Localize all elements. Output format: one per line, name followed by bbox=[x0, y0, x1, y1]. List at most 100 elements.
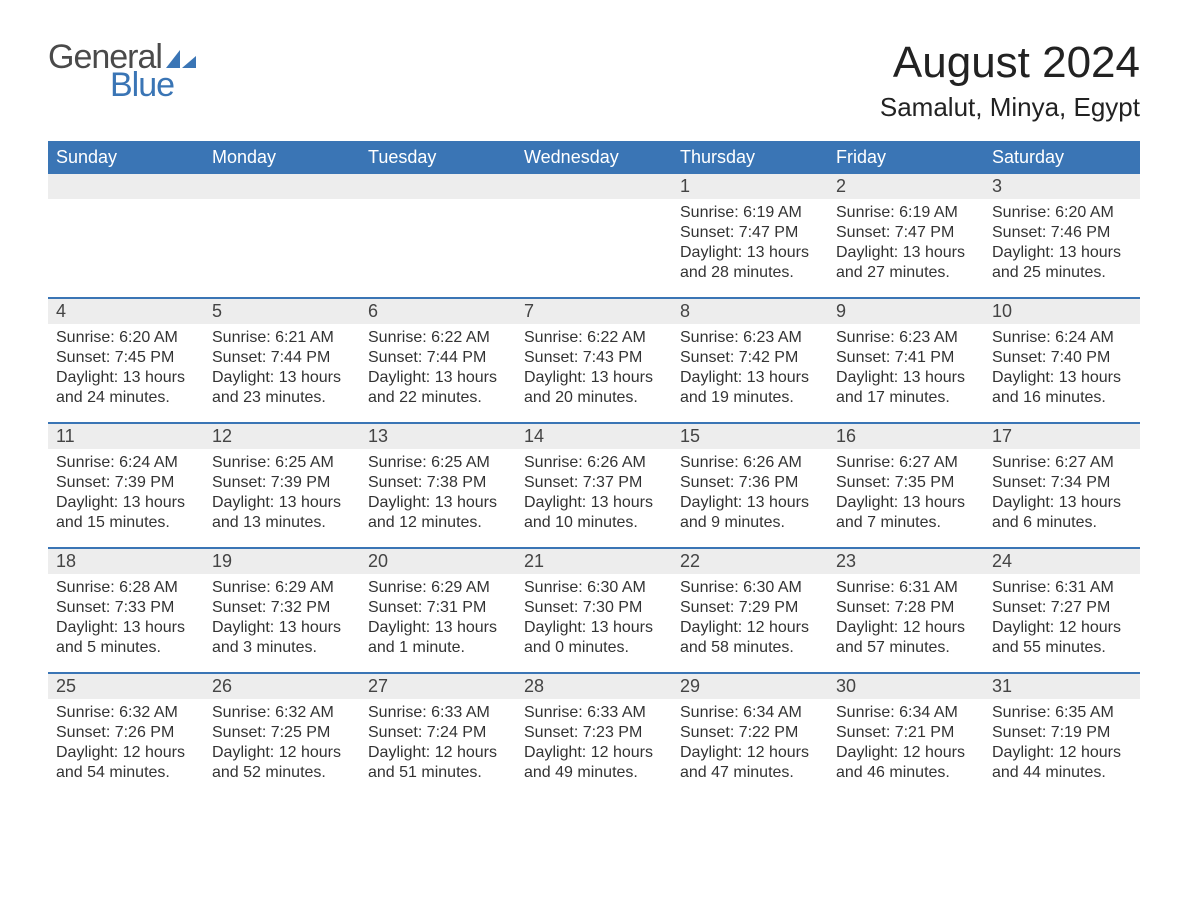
day-cell: 5Sunrise: 6:21 AMSunset: 7:44 PMDaylight… bbox=[204, 299, 360, 422]
day-cell: 8Sunrise: 6:23 AMSunset: 7:42 PMDaylight… bbox=[672, 299, 828, 422]
sunrise-text: Sunrise: 6:28 AM bbox=[56, 578, 196, 598]
sunset-text: Sunset: 7:25 PM bbox=[212, 723, 352, 743]
day-number bbox=[48, 174, 204, 199]
sunrise-text: Sunrise: 6:26 AM bbox=[524, 453, 664, 473]
daylight-text: Daylight: 12 hours and 51 minutes. bbox=[368, 743, 508, 783]
day-details: Sunrise: 6:34 AMSunset: 7:21 PMDaylight:… bbox=[828, 703, 984, 783]
sunrise-text: Sunrise: 6:20 AM bbox=[56, 328, 196, 348]
sunrise-text: Sunrise: 6:24 AM bbox=[992, 328, 1132, 348]
sunset-text: Sunset: 7:39 PM bbox=[56, 473, 196, 493]
sunrise-text: Sunrise: 6:30 AM bbox=[680, 578, 820, 598]
sunrise-text: Sunrise: 6:25 AM bbox=[212, 453, 352, 473]
sunrise-text: Sunrise: 6:23 AM bbox=[836, 328, 976, 348]
day-details: Sunrise: 6:28 AMSunset: 7:33 PMDaylight:… bbox=[48, 578, 204, 658]
day-number: 3 bbox=[984, 174, 1140, 199]
day-number: 16 bbox=[828, 424, 984, 449]
day-cell: 19 Sunrise: 6:29 AMSunset: 7:32 PMDayligh… bbox=[204, 549, 360, 672]
day-number: 30 bbox=[828, 674, 984, 699]
day-number: 10 bbox=[984, 299, 1140, 324]
day-number: 19 bbox=[204, 549, 360, 574]
day-details: Sunrise: 6:26 AMSunset: 7:37 PMDaylight:… bbox=[516, 453, 672, 533]
day-number: 12 bbox=[204, 424, 360, 449]
daylight-text: Daylight: 12 hours and 55 minutes. bbox=[992, 618, 1132, 658]
day-number bbox=[360, 174, 516, 199]
daylight-text: Daylight: 13 hours and 25 minutes. bbox=[992, 243, 1132, 283]
day-details: Sunrise: 6:31 AMSunset: 7:28 PMDaylight:… bbox=[828, 578, 984, 658]
day-details: Sunrise: 6:30 AMSunset: 7:30 PMDaylight:… bbox=[516, 578, 672, 658]
sunrise-text: Sunrise: 6:29 AM bbox=[212, 578, 352, 598]
sunset-text: Sunset: 7:47 PM bbox=[836, 223, 976, 243]
day-cell: 30 Sunrise: 6:34 AMSunset: 7:21 PMDayligh… bbox=[828, 674, 984, 797]
day-cell: 23Sunrise: 6:31 AMSunset: 7:28 PMDayligh… bbox=[828, 549, 984, 672]
sunset-text: Sunset: 7:29 PM bbox=[680, 598, 820, 618]
day-cell: 7Sunrise: 6:22 AMSunset: 7:43 PMDaylight… bbox=[516, 299, 672, 422]
sunrise-text: Sunrise: 6:21 AM bbox=[212, 328, 352, 348]
day-number: 15 bbox=[672, 424, 828, 449]
day-cell: 15Sunrise: 6:26 AMSunset: 7:36 PMDayligh… bbox=[672, 424, 828, 547]
brand-word-2: Blue bbox=[110, 68, 174, 102]
dow-friday: Friday bbox=[828, 141, 984, 174]
sunrise-text: Sunrise: 6:26 AM bbox=[680, 453, 820, 473]
sunset-text: Sunset: 7:26 PM bbox=[56, 723, 196, 743]
day-details: Sunrise: 6:33 AMSunset: 7:23 PMDaylight:… bbox=[516, 703, 672, 783]
sunset-text: Sunset: 7:33 PM bbox=[56, 598, 196, 618]
sunset-text: Sunset: 7:19 PM bbox=[992, 723, 1132, 743]
calendar: Sunday Monday Tuesday Wednesday Thursday… bbox=[48, 141, 1140, 797]
sunset-text: Sunset: 7:23 PM bbox=[524, 723, 664, 743]
day-number: 21 bbox=[516, 549, 672, 574]
sunrise-text: Sunrise: 6:19 AM bbox=[836, 203, 976, 223]
day-details: Sunrise: 6:22 AMSunset: 7:44 PMDaylight:… bbox=[360, 328, 516, 408]
day-number: 8 bbox=[672, 299, 828, 324]
sunrise-text: Sunrise: 6:31 AM bbox=[992, 578, 1132, 598]
day-cell: 1 Sunrise: 6:19 AMSunset: 7:47 PMDaylight… bbox=[672, 174, 828, 297]
dow-tuesday: Tuesday bbox=[360, 141, 516, 174]
day-number: 25 bbox=[48, 674, 204, 699]
day-details: Sunrise: 6:25 AMSunset: 7:39 PMDaylight:… bbox=[204, 453, 360, 533]
day-cell bbox=[204, 174, 360, 297]
sunset-text: Sunset: 7:41 PM bbox=[836, 348, 976, 368]
day-details: Sunrise: 6:22 AMSunset: 7:43 PMDaylight:… bbox=[516, 328, 672, 408]
sunset-text: Sunset: 7:27 PM bbox=[992, 598, 1132, 618]
day-details: Sunrise: 6:29 AMSunset: 7:32 PMDaylight:… bbox=[204, 578, 360, 658]
sunrise-text: Sunrise: 6:33 AM bbox=[368, 703, 508, 723]
sunrise-text: Sunrise: 6:30 AM bbox=[524, 578, 664, 598]
daylight-text: Daylight: 13 hours and 22 minutes. bbox=[368, 368, 508, 408]
sunrise-text: Sunrise: 6:22 AM bbox=[524, 328, 664, 348]
daylight-text: Daylight: 12 hours and 58 minutes. bbox=[680, 618, 820, 658]
day-cell: 10 Sunrise: 6:24 AMSunset: 7:40 PMDayligh… bbox=[984, 299, 1140, 422]
day-details: Sunrise: 6:24 AMSunset: 7:39 PMDaylight:… bbox=[48, 453, 204, 533]
day-details: Sunrise: 6:24 AMSunset: 7:40 PMDaylight:… bbox=[984, 328, 1140, 408]
daylight-text: Daylight: 13 hours and 27 minutes. bbox=[836, 243, 976, 283]
daylight-text: Daylight: 13 hours and 12 minutes. bbox=[368, 493, 508, 533]
day-details: Sunrise: 6:19 AMSunset: 7:47 PMDaylight:… bbox=[672, 203, 828, 283]
week-row: 18Sunrise: 6:28 AMSunset: 7:33 PMDayligh… bbox=[48, 547, 1140, 672]
daylight-text: Daylight: 13 hours and 19 minutes. bbox=[680, 368, 820, 408]
sunset-text: Sunset: 7:42 PM bbox=[680, 348, 820, 368]
daylight-text: Daylight: 12 hours and 52 minutes. bbox=[212, 743, 352, 783]
sunset-text: Sunset: 7:34 PM bbox=[992, 473, 1132, 493]
sunset-text: Sunset: 7:43 PM bbox=[524, 348, 664, 368]
day-cell: 20Sunrise: 6:29 AMSunset: 7:31 PMDayligh… bbox=[360, 549, 516, 672]
day-cell: 18Sunrise: 6:28 AMSunset: 7:33 PMDayligh… bbox=[48, 549, 204, 672]
sunset-text: Sunset: 7:39 PM bbox=[212, 473, 352, 493]
day-cell: 13Sunrise: 6:25 AMSunset: 7:38 PMDayligh… bbox=[360, 424, 516, 547]
day-number: 31 bbox=[984, 674, 1140, 699]
sunrise-text: Sunrise: 6:19 AM bbox=[680, 203, 820, 223]
daylight-text: Daylight: 12 hours and 57 minutes. bbox=[836, 618, 976, 658]
day-cell: 6Sunrise: 6:22 AMSunset: 7:44 PMDaylight… bbox=[360, 299, 516, 422]
day-details: Sunrise: 6:29 AMSunset: 7:31 PMDaylight:… bbox=[360, 578, 516, 658]
day-details: Sunrise: 6:33 AMSunset: 7:24 PMDaylight:… bbox=[360, 703, 516, 783]
day-cell: 22Sunrise: 6:30 AMSunset: 7:29 PMDayligh… bbox=[672, 549, 828, 672]
day-number: 4 bbox=[48, 299, 204, 324]
day-details: Sunrise: 6:35 AMSunset: 7:19 PMDaylight:… bbox=[984, 703, 1140, 783]
day-cell: 11Sunrise: 6:24 AMSunset: 7:39 PMDayligh… bbox=[48, 424, 204, 547]
day-cell: 17Sunrise: 6:27 AMSunset: 7:34 PMDayligh… bbox=[984, 424, 1140, 547]
sunset-text: Sunset: 7:44 PM bbox=[368, 348, 508, 368]
day-cell: 4Sunrise: 6:20 AMSunset: 7:45 PMDaylight… bbox=[48, 299, 204, 422]
day-cell: 24Sunrise: 6:31 AMSunset: 7:27 PMDayligh… bbox=[984, 549, 1140, 672]
sunset-text: Sunset: 7:32 PM bbox=[212, 598, 352, 618]
day-number: 1 bbox=[672, 174, 828, 199]
sunset-text: Sunset: 7:40 PM bbox=[992, 348, 1132, 368]
day-cell bbox=[360, 174, 516, 297]
daylight-text: Daylight: 13 hours and 13 minutes. bbox=[212, 493, 352, 533]
